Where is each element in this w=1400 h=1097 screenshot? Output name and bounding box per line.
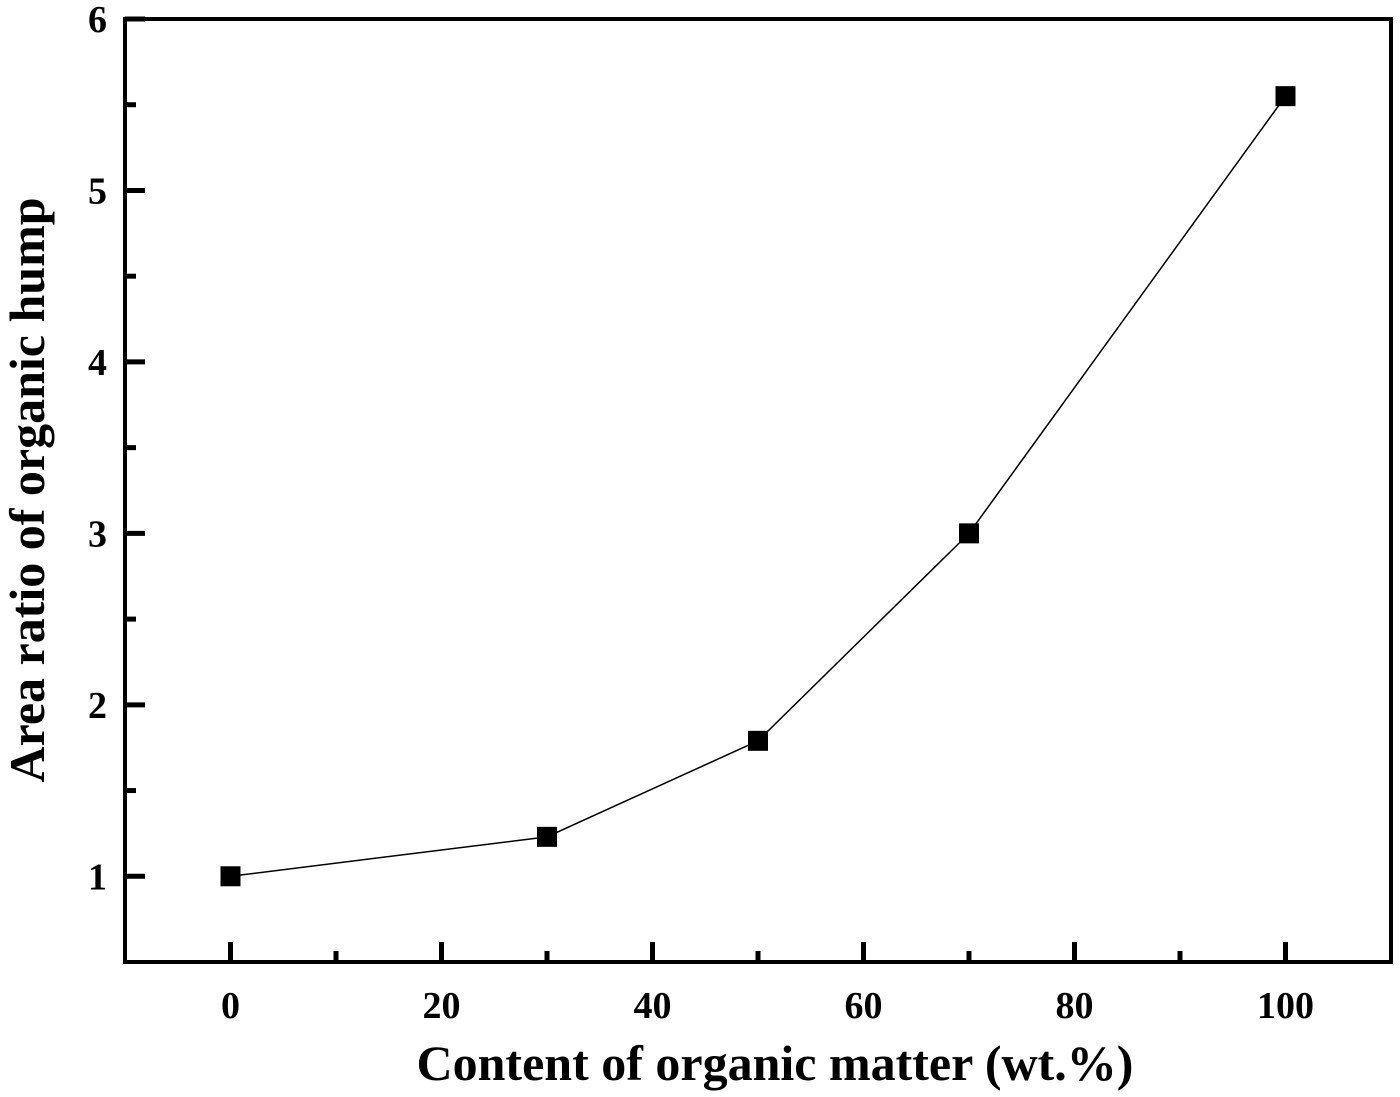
data-point-marker	[959, 523, 979, 544]
data-point-marker	[1275, 86, 1296, 107]
x-tick-label: 80	[1056, 985, 1094, 1027]
x-axis-label: Content of organic matter (wt.%)	[417, 1035, 1134, 1091]
data-point-marker	[220, 866, 241, 887]
x-tick-label: 40	[634, 985, 672, 1027]
plot-frame	[123, 17, 1393, 964]
y-tick-label: 5	[88, 170, 107, 212]
x-tick-label: 100	[1257, 985, 1314, 1027]
axis-ticks	[125, 16, 1288, 962]
x-tick-label: 0	[221, 985, 240, 1027]
data-point-marker	[537, 826, 557, 847]
x-tick-label: 20	[423, 985, 461, 1027]
y-tick-label: 1	[88, 856, 107, 898]
y-tick-label: 2	[88, 685, 107, 727]
y-tick-label: 4	[88, 342, 107, 384]
y-tick-labels: 1 2 3 4 5 6	[88, 0, 107, 898]
x-tick-label: 60	[845, 985, 883, 1027]
x-tick-labels: 0 20 40 60 80 100	[221, 985, 1314, 1027]
series-layer	[220, 86, 1296, 887]
data-point-marker	[748, 730, 768, 751]
y-tick-label: 6	[88, 0, 107, 41]
y-tick-label: 3	[88, 513, 107, 555]
series-line	[230, 95, 1287, 878]
y-axis-label: Area ratio of organic hump	[0, 197, 55, 782]
